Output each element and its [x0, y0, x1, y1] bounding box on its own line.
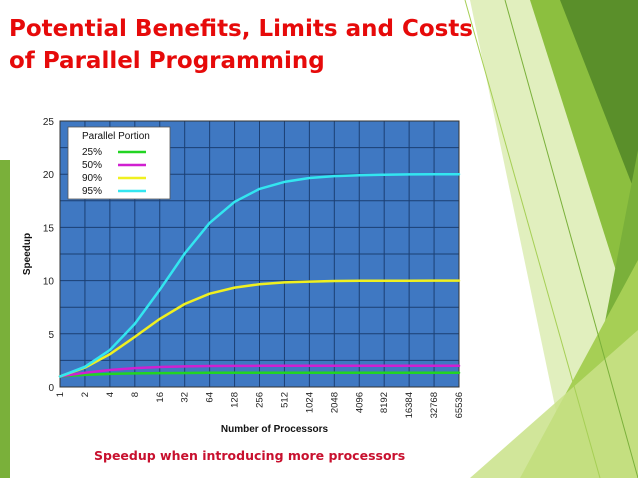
decor-shape	[0, 160, 10, 478]
x-tick-label: 8	[130, 392, 141, 397]
x-tick-label: 16	[155, 392, 166, 403]
slide-title-line-2: of Parallel Programming	[9, 48, 325, 74]
x-tick-label: 2	[80, 392, 91, 397]
x-axis-label: Number of Processors	[221, 424, 329, 435]
x-tick-label: 256	[255, 392, 266, 408]
decor-line	[464, 0, 601, 478]
y-tick-label: 25	[43, 117, 55, 128]
x-tick-label: 4096	[354, 392, 365, 413]
legend-label: 90%	[82, 173, 102, 184]
x-tick-label: 128	[230, 392, 241, 408]
decor-line	[504, 0, 638, 478]
plot-border	[59, 120, 460, 388]
x-tick-label: 65536	[454, 392, 465, 418]
slide-title: Potential Benefits, Limits and Costs of …	[9, 13, 499, 77]
x-tick-label: 1	[55, 392, 66, 397]
series-line-95pct	[58, 173, 461, 378]
x-tick-label: 16384	[404, 392, 415, 418]
slide-title-line-1: Potential Benefits, Limits and Costs	[9, 16, 473, 42]
decor-shape	[470, 330, 638, 478]
series-line-90pct	[58, 279, 461, 378]
x-tick-label: 1024	[304, 392, 315, 413]
x-tick-label: 2048	[329, 392, 340, 413]
x-tick-label: 4	[105, 392, 116, 397]
y-tick-label: 20	[43, 170, 55, 181]
legend-label: 50%	[82, 160, 102, 171]
series-line-25pct	[58, 371, 461, 378]
y-tick-label: 15	[43, 223, 55, 234]
legend-box	[67, 126, 171, 200]
legend-title: Parallel Portion	[82, 131, 150, 142]
x-tick-label: 32768	[429, 392, 440, 418]
x-tick-label: 32	[180, 392, 191, 403]
y-tick-label: 5	[48, 330, 54, 341]
x-tick-label: 64	[205, 392, 216, 403]
y-tick-label: 0	[48, 383, 54, 394]
chart-caption: Speedup when introducing more processors	[94, 448, 406, 463]
x-tick-label: 8192	[379, 392, 390, 413]
decor-shape	[560, 0, 638, 200]
y-axis-label: Speedup	[22, 233, 33, 275]
legend-label: 95%	[82, 186, 102, 197]
series-line-50pct	[58, 364, 461, 378]
legend-label: 25%	[82, 147, 102, 158]
x-tick-label: 512	[279, 392, 290, 408]
y-tick-label: 10	[43, 277, 55, 288]
